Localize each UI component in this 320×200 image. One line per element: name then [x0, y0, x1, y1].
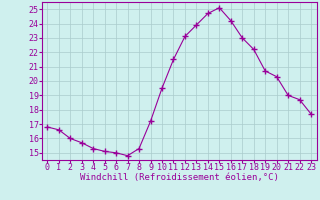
- X-axis label: Windchill (Refroidissement éolien,°C): Windchill (Refroidissement éolien,°C): [80, 173, 279, 182]
